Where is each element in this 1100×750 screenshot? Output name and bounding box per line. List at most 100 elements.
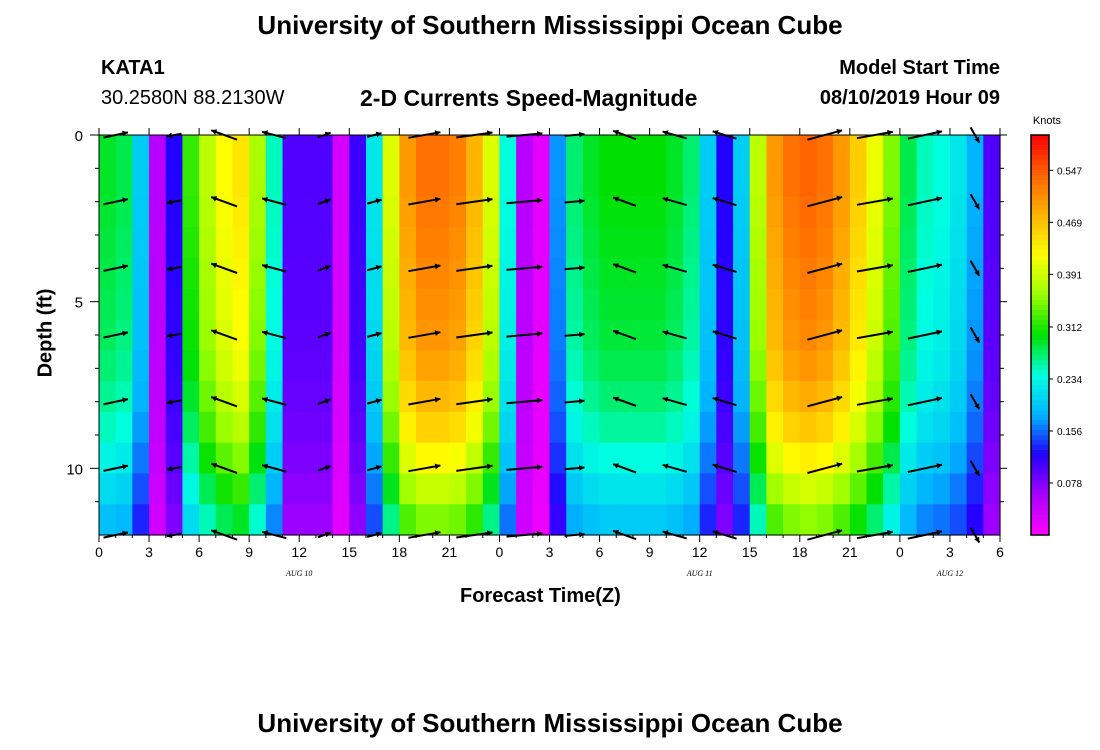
heatmap-cell [466,196,484,228]
x-tick-label: 3 [546,544,554,560]
x-tick-label: 12 [692,544,708,560]
colorbar-segment [1031,430,1049,436]
vector-head [887,463,893,469]
heatmap-cell [132,442,150,475]
heatmap-cell [449,473,467,505]
vector-head [122,197,128,203]
heatmap-cell [466,288,484,321]
vector-head [536,464,543,471]
heatmap-cell [165,135,184,167]
heatmap-cell [432,350,450,382]
heatmap-cell [849,135,868,167]
colorbar-segment [1031,330,1049,336]
heatmap-cell [733,504,751,536]
heatmap-cell [949,504,968,536]
heatmap-cell [365,504,384,536]
heatmap-cell [699,165,717,198]
current-vector [408,396,441,406]
heatmap-cell [149,411,167,444]
vector-head [836,262,843,268]
model-start-value: 08/10/2019 Hour 09 [819,87,1000,109]
heatmap-cell [416,381,434,413]
heatmap-cell [933,258,951,290]
heatmap-cell [649,473,667,505]
x-tick-label: 3 [946,544,954,560]
heatmap-cell [733,473,751,505]
heatmap-cell [632,442,651,475]
y-tick-label: 5 [75,295,83,312]
colorbar-tick-label: 0.469 [1057,218,1082,229]
colorbar-segment [1031,375,1049,381]
heatmap-cell [532,473,551,505]
heatmap-cell [199,196,217,228]
current-vector [366,198,382,205]
heatmap-cell [249,258,267,290]
current-vector [166,399,182,405]
heatmap-cell [966,350,984,382]
vector-shaft [506,332,543,338]
heatmap-cell [699,196,717,228]
heatmap-cell [132,258,150,290]
vector-head [712,130,719,136]
heatmap-cell [215,473,234,505]
heatmap-cell [282,165,300,198]
vector-head [324,198,331,204]
heatmap-cell [416,442,434,475]
current-vector [456,263,493,272]
heatmap-cell [699,319,717,351]
heatmap-cell [516,411,534,444]
colorbar-segment [1031,260,1049,266]
current-vector [856,463,893,473]
x-tick-label: 6 [195,544,203,560]
heatmap-cell [866,288,884,321]
heatmap-cell [199,442,217,475]
heatmap-cell [232,350,250,382]
heatmap-cell [249,319,267,351]
heatmap-cell [682,165,701,198]
heatmap-cell [516,381,534,413]
heatmap-cell [449,227,467,259]
heatmap-cell [132,227,150,259]
heatmap-cell [115,288,133,321]
heatmap-cell [99,319,117,351]
heatmap-cell [733,258,751,290]
vector-head [211,462,218,469]
colorbar-segment [1031,345,1049,351]
heatmap-cell [899,227,918,259]
heatmap-cell [966,227,984,259]
heatmap-cell [99,227,117,259]
heatmap-cell [566,165,584,198]
heatmap-cell [649,381,667,413]
heatmap-cell [282,227,300,259]
heatmap-cell [749,473,768,505]
current-vector [506,264,543,271]
heatmap-cells [99,135,1001,536]
heatmap-cell [332,442,350,475]
heatmap-cell [199,227,217,259]
heatmap-cell [866,504,884,536]
current-vector [506,397,543,405]
heatmap-cell [432,165,450,198]
heatmap-cell [199,504,217,536]
heatmap-cell [682,442,701,475]
heatmap-cell [866,227,884,259]
heatmap-cell [783,227,801,259]
heatmap-cell [482,473,501,505]
heatmap-cell [599,258,617,290]
heatmap-cell [99,258,117,290]
heatmap-cell [365,288,384,321]
colorbar-segment [1031,400,1049,406]
heatmap-cell [783,473,801,505]
heatmap-cell [866,381,884,413]
heatmap-cell [149,442,167,475]
vector-head [434,396,441,403]
heatmap-cell [416,165,434,198]
heatmap-cell [165,196,184,228]
heatmap-cell [315,227,334,259]
vector-head [936,529,942,536]
heatmap-cell [816,350,834,382]
heatmap-cell [599,381,617,413]
heatmap-cell [666,165,684,198]
heatmap-cell [215,258,234,290]
heatmap-cell [983,350,1001,382]
